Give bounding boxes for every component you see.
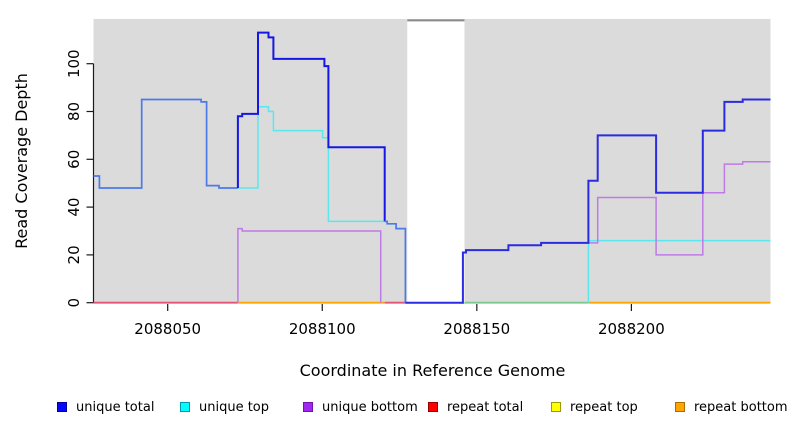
series-line-unique-total-left — [236, 31, 386, 222]
x-tick-label: 2088050 — [134, 320, 201, 338]
masked-region — [407, 19, 465, 303]
legend-item-repeat-total: repeat total — [428, 398, 523, 416]
y-tick-label: 40 — [65, 198, 83, 217]
y-tick-label: 20 — [65, 245, 83, 264]
legend: unique total unique top unique bottom repea… — [0, 398, 792, 418]
legend-label-unique-total: unique total — [76, 399, 155, 415]
legend-swatch-repeat-top — [551, 402, 561, 412]
y-tick-label: 60 — [65, 150, 83, 169]
x-axis-title: Coordinate in Reference Genome — [299, 361, 566, 380]
y-tick-label: 0 — [65, 298, 83, 308]
legend-label-unique-bottom: unique bottom — [322, 399, 418, 415]
x-tick-label: 2088100 — [289, 320, 356, 338]
legend-item-unique-total: unique total — [57, 398, 154, 416]
legend-item-repeat-bottom: repeat bottom — [675, 398, 788, 416]
legend-item-unique-top: unique top — [180, 398, 269, 416]
legend-item-unique-bottom: unique bottom — [303, 398, 418, 416]
legend-label-repeat-total: repeat total — [447, 399, 524, 415]
legend-label-unique-top: unique top — [199, 399, 270, 415]
y-tick-label: 80 — [65, 102, 83, 121]
series-line-unique-bottom-left — [237, 227, 382, 303]
legend-label-repeat-top: repeat top — [570, 399, 638, 415]
legend-swatch-repeat-total — [428, 402, 438, 412]
legend-swatch-unique-bottom — [303, 402, 313, 412]
legend-swatch-unique-top — [180, 402, 190, 412]
x-tick-label: 2088150 — [443, 320, 510, 338]
y-axis-title: Read Coverage Depth — [12, 73, 31, 249]
legend-label-repeat-bottom: repeat bottom — [694, 399, 788, 415]
series-line-unique-bottom-right — [588, 160, 771, 256]
series-line-unique-total-and-top-mid — [384, 220, 407, 304]
series-line-unique-top-left — [237, 105, 385, 223]
y-tick-label: 100 — [65, 49, 83, 78]
x-tick-label: 2088200 — [598, 320, 665, 338]
series-line-unique-total-right — [405, 98, 771, 304]
legend-swatch-unique-total — [57, 402, 67, 412]
legend-item-repeat-top: repeat top — [551, 398, 638, 416]
series-line-unique-total-and-top-left — [93, 98, 238, 189]
legend-swatch-repeat-bottom — [675, 402, 685, 412]
